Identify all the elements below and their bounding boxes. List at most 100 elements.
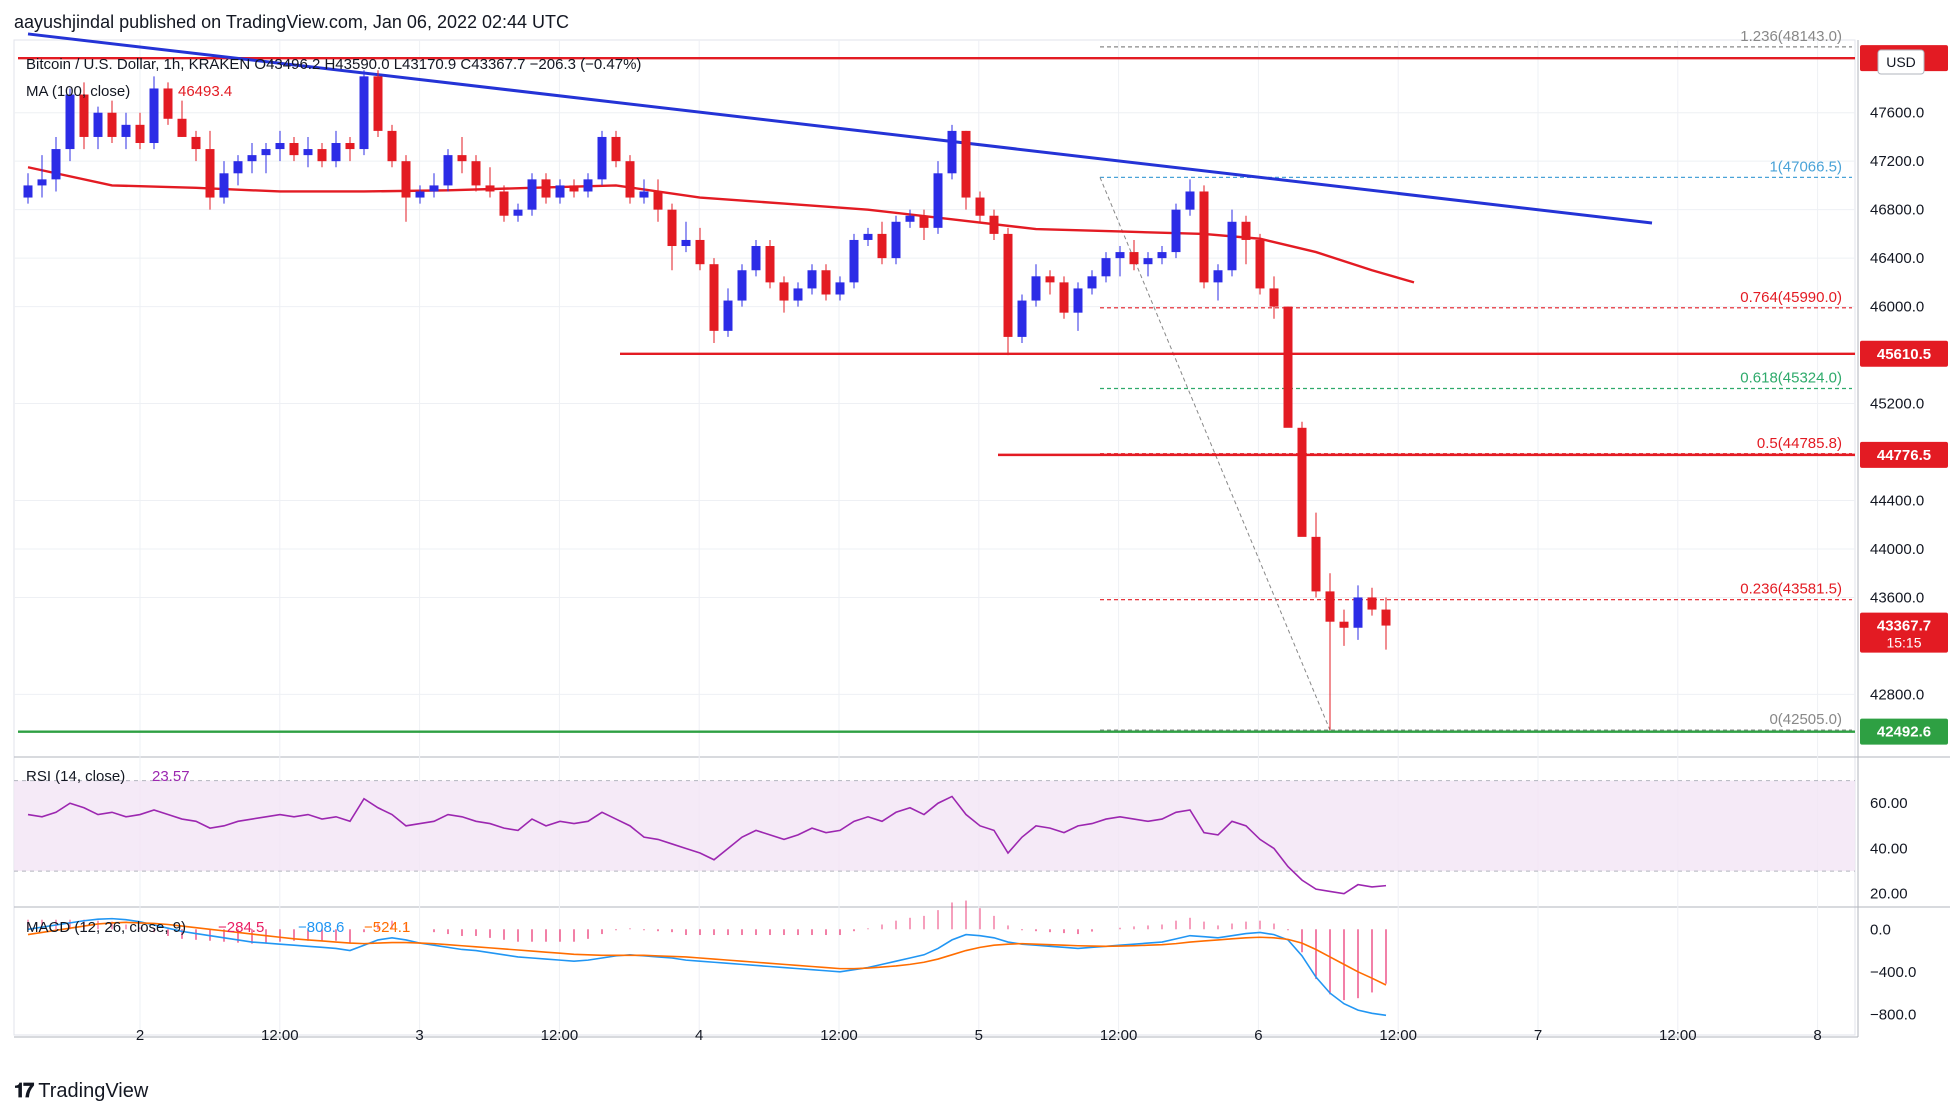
fib-label: 1.236(48143.0) bbox=[1740, 28, 1842, 45]
candle-body bbox=[989, 215, 999, 234]
macd-tick-label: −800.0 bbox=[1870, 1006, 1916, 1023]
candle-body bbox=[1283, 306, 1293, 428]
candle-body bbox=[1157, 252, 1167, 259]
brand-label: TradingView bbox=[38, 1080, 149, 1102]
x-tick-label: 12:00 bbox=[1379, 1027, 1417, 1044]
candle-body bbox=[107, 112, 117, 137]
candle-body bbox=[205, 149, 215, 198]
candle-body bbox=[247, 155, 257, 162]
macd-signal-line bbox=[27, 921, 1387, 986]
candle-body bbox=[1073, 288, 1083, 313]
rsi-label: RSI (14, close) bbox=[26, 768, 125, 785]
candle-body bbox=[401, 161, 411, 198]
macd-tick-label: −400.0 bbox=[1870, 964, 1916, 981]
x-tick-label: 12:00 bbox=[1100, 1027, 1138, 1044]
macd-line bbox=[27, 917, 1387, 1017]
fib-label: 0(42505.0) bbox=[1769, 711, 1842, 728]
candle-body bbox=[863, 233, 873, 240]
candle-body bbox=[737, 270, 747, 301]
candle-body bbox=[1311, 536, 1321, 592]
macd-line-value: −808.6 bbox=[298, 919, 344, 936]
candle-body bbox=[191, 136, 201, 150]
candle-body bbox=[1045, 276, 1055, 283]
candle-body bbox=[275, 143, 285, 150]
candle-body bbox=[1339, 621, 1349, 628]
candle-body bbox=[821, 270, 831, 295]
candle-body bbox=[1353, 597, 1363, 628]
candle-body bbox=[1199, 191, 1209, 283]
y-tick-label: 43600.0 bbox=[1870, 589, 1924, 606]
fib-label: 0.764(45990.0) bbox=[1740, 289, 1842, 306]
candle-body bbox=[93, 112, 103, 137]
publisher-line: aayushjindal published on TradingView.co… bbox=[14, 12, 570, 32]
candle-body bbox=[331, 143, 341, 162]
candle-body bbox=[1213, 270, 1223, 283]
candle-body bbox=[65, 94, 75, 150]
candle-body bbox=[1171, 209, 1181, 253]
macd-panel bbox=[27, 900, 1387, 1017]
y-tick-label: 47600.0 bbox=[1870, 105, 1924, 122]
candle-body bbox=[541, 179, 551, 198]
candles bbox=[23, 70, 1391, 731]
candle-body bbox=[345, 143, 355, 150]
currency-label: USD bbox=[1886, 54, 1916, 70]
candle-body bbox=[569, 185, 579, 192]
candle-body bbox=[373, 76, 383, 131]
candle-body bbox=[261, 149, 271, 156]
x-tick-label: 12:00 bbox=[261, 1027, 299, 1044]
x-tick-label: 4 bbox=[695, 1027, 703, 1044]
candle-body bbox=[597, 136, 607, 180]
candle-body bbox=[877, 233, 887, 259]
axes: 47600.0 47200.0 46800.0 46400.0 46000.0 45200… bbox=[136, 105, 1924, 1044]
candle-body bbox=[1129, 252, 1139, 265]
candle-body bbox=[1087, 276, 1097, 289]
y-tick-label: 42800.0 bbox=[1870, 686, 1924, 703]
candle-body bbox=[751, 246, 761, 271]
y-tick-label: 46400.0 bbox=[1870, 250, 1924, 267]
price-tag bbox=[1860, 612, 1948, 653]
candle-body bbox=[765, 246, 775, 283]
candle-body bbox=[793, 288, 803, 301]
candle-body bbox=[457, 155, 467, 162]
currency-button[interactable]: USD bbox=[1877, 49, 1925, 75]
grid bbox=[13, 39, 1950, 1038]
candle-body bbox=[625, 161, 635, 198]
candle-body bbox=[1367, 597, 1377, 610]
rsi-band bbox=[14, 780, 1855, 872]
candle-body bbox=[1017, 300, 1027, 337]
candle-body bbox=[149, 88, 159, 144]
candle-body bbox=[1059, 282, 1069, 313]
candle-body bbox=[415, 191, 425, 198]
x-tick-label: 3 bbox=[415, 1027, 423, 1044]
chart-frame bbox=[13, 39, 1856, 1036]
candle-body bbox=[163, 88, 173, 119]
candle-body bbox=[1269, 288, 1279, 307]
candle-body bbox=[303, 149, 313, 156]
x-tick-label: 12:00 bbox=[1659, 1027, 1697, 1044]
price-tag-label: 42492.6 bbox=[1877, 724, 1931, 741]
candle-body bbox=[695, 239, 705, 265]
candle-body bbox=[709, 264, 719, 331]
candle-body bbox=[317, 149, 327, 162]
candle-body bbox=[37, 179, 47, 186]
descending-trendline bbox=[27, 32, 1653, 225]
tradingview-brand[interactable]: 𝟏𝟕 TradingView bbox=[14, 1080, 148, 1103]
candle-body bbox=[443, 155, 453, 186]
price-tag-label: 45610.5 bbox=[1877, 346, 1931, 363]
candle-body bbox=[905, 215, 915, 222]
candle-body bbox=[79, 94, 89, 137]
candle-body bbox=[639, 191, 649, 198]
horizontal-lines bbox=[18, 56, 1855, 733]
candle-body bbox=[499, 191, 509, 216]
x-tick-label: 2 bbox=[136, 1027, 144, 1044]
candle-body bbox=[1325, 591, 1335, 622]
tradingview-logo-icon: 𝟏𝟕 bbox=[14, 1080, 34, 1102]
y-tick-label: 46800.0 bbox=[1870, 202, 1924, 219]
fibonacci-levels: 1.236(48143.0) 1(47066.5) 0.764(45990.0) 0.… bbox=[1099, 28, 1852, 731]
x-tick-label: 8 bbox=[1813, 1027, 1821, 1044]
price-tag-label: 43367.7 bbox=[1877, 618, 1931, 635]
candle-body bbox=[611, 136, 621, 162]
ma-label: MA (100, close) bbox=[26, 83, 130, 100]
candle-body bbox=[177, 118, 187, 137]
